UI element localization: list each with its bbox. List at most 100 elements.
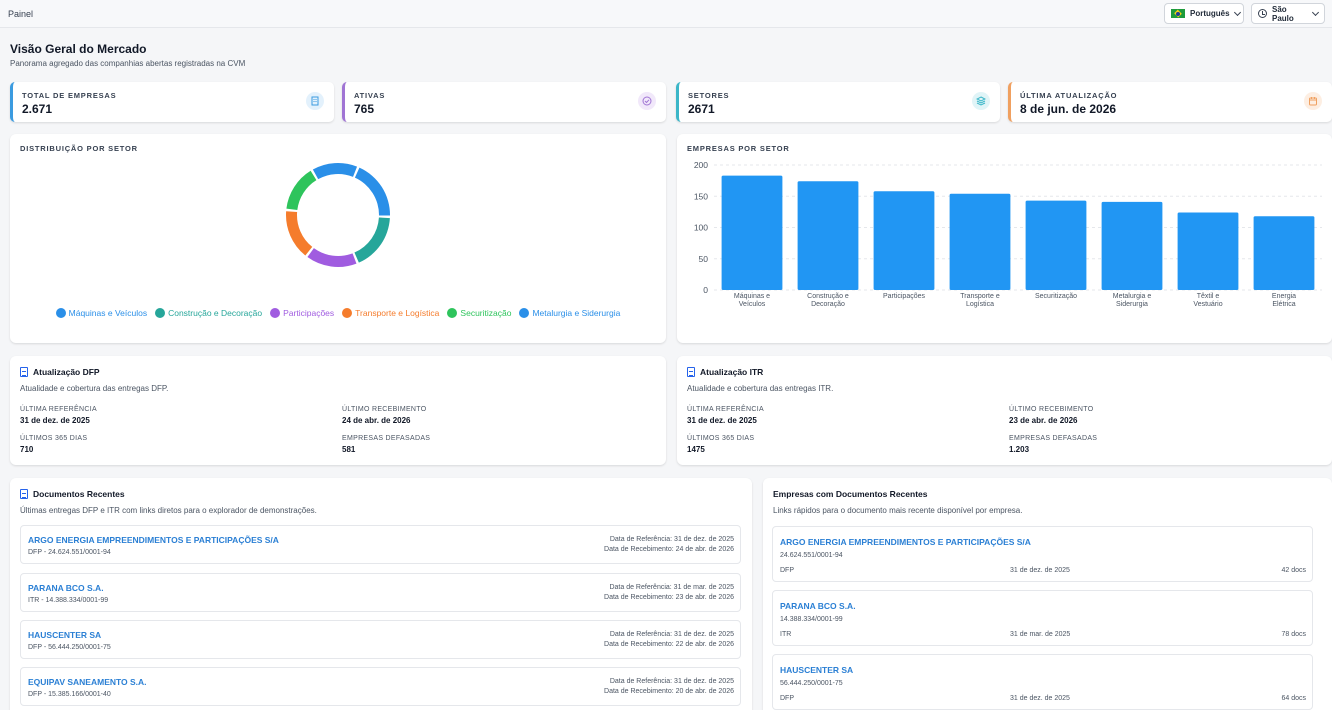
donut-chart: [286, 163, 391, 267]
legend-swatch: [270, 308, 281, 318]
x-tick-label: Participações: [883, 293, 926, 300]
company-link[interactable]: PARANA BCO S.A.: [28, 583, 104, 593]
company-link[interactable]: EQUIPAV SANEAMENTO S.A.: [28, 677, 147, 687]
document-count: 78 docs: [1281, 631, 1306, 638]
timezone-label: São Paulo: [1272, 4, 1294, 23]
dfp-last-reference: ÚLTIMA REFERÊNCIA 31 de dez. de 2025: [20, 406, 97, 425]
card-subtitle: Últimas entregas DFP e ITR com links dir…: [20, 506, 317, 515]
bar[interactable]: [1177, 212, 1239, 291]
company-row[interactable]: PARANA BCO S.A. 14.388.334/0001-99 ITR 3…: [772, 590, 1313, 646]
x-tick-label: Logística: [966, 301, 994, 308]
kpi-value: 8 de jun. de 2026: [1020, 102, 1117, 116]
bar[interactable]: [797, 181, 859, 290]
companies-by-sector-card: EMPRESAS POR SETOR 0 50 100 150 200 Máquinas …: [677, 134, 1332, 343]
legend-label: Securitização: [460, 308, 512, 318]
document-date: 31 de dez. de 2025: [1010, 567, 1070, 574]
legend-item[interactable]: Máquinas e Veículos: [55, 308, 147, 318]
legend-label: Metalurgia e Siderurgia: [532, 308, 621, 318]
y-tick-label: 100: [694, 223, 708, 233]
x-tick-label: Elétrica: [1272, 301, 1295, 308]
x-tick-label: Metalurgia e: [1113, 293, 1152, 300]
language-select[interactable]: Português: [1164, 3, 1244, 24]
kpi-label: TOTAL DE EMPRESAS: [22, 91, 117, 100]
document-count: 42 docs: [1281, 567, 1306, 574]
kpi-sectors: SETORES 2671: [676, 82, 1000, 122]
kpi-label: SETORES: [688, 91, 730, 100]
kpi-label: ATIVAS: [354, 91, 386, 100]
donut-segment[interactable]: [354, 167, 391, 216]
received-date: Data de Recebimento: 23 de abr. de 2026: [604, 594, 734, 601]
top-bar: Painel Português São Paulo: [0, 0, 1332, 28]
bar[interactable]: [949, 193, 1011, 290]
dfp-lagging-companies: EMPRESAS DEFASADAS 581: [342, 435, 431, 454]
breadcrumb[interactable]: Painel: [8, 9, 34, 19]
donut-legend: Máquinas e Veículos Construção e Decoraçã…: [10, 308, 666, 318]
building-icon: [306, 92, 324, 110]
card-title: Documentos Recentes: [33, 489, 125, 499]
calendar-icon: [1304, 92, 1322, 110]
refresh-document-icon: [687, 367, 695, 377]
y-tick-label: 0: [703, 285, 708, 295]
document-row[interactable]: EQUIPAV SANEAMENTO S.A. DFP - 15.385.166…: [20, 667, 741, 706]
page-subtitle: Panorama agregado das companhias abertas…: [10, 59, 246, 68]
document-row[interactable]: HAUSCENTER SA DFP - 56.444.250/0001-75 D…: [20, 620, 741, 659]
x-tick-label: Siderurgia: [1116, 301, 1148, 308]
card-subtitle: Atualidade e cobertura das entregas ITR.: [687, 384, 834, 393]
company-row[interactable]: ARGO ENERGIA EMPREENDIMENTOS E PARTICIPA…: [772, 526, 1313, 582]
legend-item[interactable]: Securitização: [447, 308, 511, 318]
company-link[interactable]: ARGO ENERGIA EMPREENDIMENTOS E PARTICIPA…: [780, 537, 1031, 547]
bar[interactable]: [1101, 201, 1163, 290]
received-date: Data de Recebimento: 22 de abr. de 2026: [604, 641, 734, 648]
kpi-value: 2671: [688, 102, 715, 116]
card-subtitle: Atualidade e cobertura das entregas DFP.: [20, 384, 169, 393]
itr-last-365-days: ÚLTIMOS 365 DIAS 1475: [687, 435, 755, 454]
legend-item[interactable]: Transporte e Logística: [342, 308, 439, 318]
kpi-active: ATIVAS 765: [342, 82, 666, 122]
legend-swatch: [342, 308, 353, 318]
document-row[interactable]: ARGO ENERGIA EMPREENDIMENTOS E PARTICIPA…: [20, 525, 741, 564]
legend-label: Transporte e Logística: [355, 308, 440, 318]
donut-segment[interactable]: [312, 163, 358, 180]
x-tick-label: Energia: [1272, 293, 1296, 300]
recent-documents-card: Documentos Recentes Últimas entregas DFP…: [10, 478, 752, 710]
card-title: Atualização DFP: [33, 367, 100, 377]
company-link[interactable]: ARGO ENERGIA EMPREENDIMENTOS E PARTICIPA…: [28, 535, 279, 545]
card-caption: DISTRIBUIÇÃO POR SETOR: [20, 144, 138, 153]
bar[interactable]: [721, 175, 783, 290]
donut-segment[interactable]: [286, 211, 313, 256]
company-link[interactable]: PARANA BCO S.A.: [780, 601, 856, 611]
dfp-last-365-days: ÚLTIMOS 365 DIAS 710: [20, 435, 88, 454]
bar[interactable]: [873, 191, 935, 290]
kpi-last-update: ÚLTIMA ATUALIZAÇÃO 8 de jun. de 2026: [1008, 82, 1332, 122]
itr-lagging-companies: EMPRESAS DEFASADAS 1.203: [1009, 435, 1098, 454]
company-cnpj: 14.388.334/0001-99: [780, 616, 843, 623]
y-tick-label: 200: [694, 160, 708, 170]
company-row[interactable]: HAUSCENTER SA 56.444.250/0001-75 DFP 31 …: [772, 654, 1313, 710]
x-tick-label: Decoração: [811, 301, 845, 308]
company-link[interactable]: HAUSCENTER SA: [28, 630, 102, 640]
donut-segment[interactable]: [354, 217, 390, 263]
card-title: Empresas com Documentos Recentes: [773, 489, 928, 499]
received-date: Data de Recebimento: 20 de abr. de 2026: [604, 688, 734, 695]
x-tick-label: Máquinas e: [734, 293, 770, 300]
document-meta: DFP - 15.385.166/0001-40: [28, 691, 111, 698]
timezone-select[interactable]: São Paulo: [1251, 3, 1325, 24]
bar[interactable]: [1253, 216, 1315, 290]
legend-item[interactable]: Metalurgia e Siderurgia: [519, 308, 620, 318]
legend-item[interactable]: Construção e Decoração: [155, 308, 262, 318]
language-label: Português: [1190, 9, 1230, 18]
donut-segment[interactable]: [286, 170, 317, 210]
kpi-value: 2.671: [22, 102, 53, 116]
donut-segment[interactable]: [307, 248, 357, 267]
document-row[interactable]: PARANA BCO S.A. ITR - 14.388.334/0001-99…: [20, 573, 741, 612]
document-type: DFP: [780, 567, 794, 574]
x-tick-label: Têxtil e: [1197, 293, 1220, 300]
legend-item[interactable]: Participações: [270, 308, 334, 318]
company-link[interactable]: HAUSCENTER SA: [780, 665, 854, 675]
reference-date: Data de Referência: 31 de dez. de 2025: [609, 678, 734, 685]
dfp-update-card: Atualização DFP Atualidade e cobertura d…: [10, 356, 666, 465]
legend-label: Participações: [283, 308, 335, 318]
legend-swatch: [519, 308, 530, 318]
bar[interactable]: [1025, 200, 1087, 290]
